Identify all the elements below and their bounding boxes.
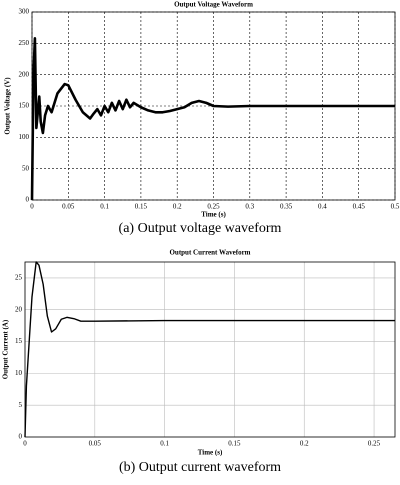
y-tick-label: 10 [15,369,23,377]
x-tick-label: 0.5 [391,203,400,211]
y-tick-label: 150 [19,102,30,110]
chart-title: Output Voltage Waveform [174,1,253,9]
y-tick-label: 0 [26,196,30,204]
line [24,261,395,438]
x-tick-label: 0.2 [173,203,182,211]
x-tick-label: 0.4 [318,203,327,211]
x-tick-label: 0.1 [160,440,169,448]
x-tick-label: 0.3 [245,203,254,211]
x-tick-label: 0.05 [62,203,75,211]
y-axis-label: Output Current (A) [2,319,10,379]
plot-frame [24,261,396,438]
y-axis-label: Output Voltage (V) [4,77,12,135]
y-tick-label: 15 [15,337,23,345]
x-tick-label: 0.45 [353,203,366,211]
x-axis-label: Time (s) [201,211,226,219]
y-tick-label: 300 [19,8,30,16]
line [30,37,395,201]
chart-title: Output Current Waveform [169,249,250,257]
y-tick-label: 100 [19,133,30,141]
y-tick-label: 250 [19,39,30,47]
x-tick-label: 0 [23,440,27,448]
y-tick-label: 0 [19,433,23,441]
x-tick-label: 0.35 [280,203,293,211]
caption: (b) Output current waveform [119,460,281,475]
x-tick-label: 0.25 [368,440,381,448]
x-tick-label: 0.15 [228,440,241,448]
y-tick-label: 20 [15,305,23,313]
x-tick-label: 0.2 [300,440,309,448]
y-tick-label: 5 [19,401,23,409]
x-tick-label: 0 [30,203,34,211]
x-axis-label: Time (s) [198,449,223,457]
x-tick-label: 0.1 [100,203,109,211]
caption: (a) Output voltage waveform [119,221,282,236]
x-tick-label: 0.25 [207,203,220,211]
x-tick-label: 0.15 [135,203,148,211]
y-tick-label: 50 [22,164,30,172]
y-tick-label: 200 [19,70,30,78]
x-tick-label: 0.05 [89,440,102,448]
y-tick-label: 25 [15,274,23,282]
